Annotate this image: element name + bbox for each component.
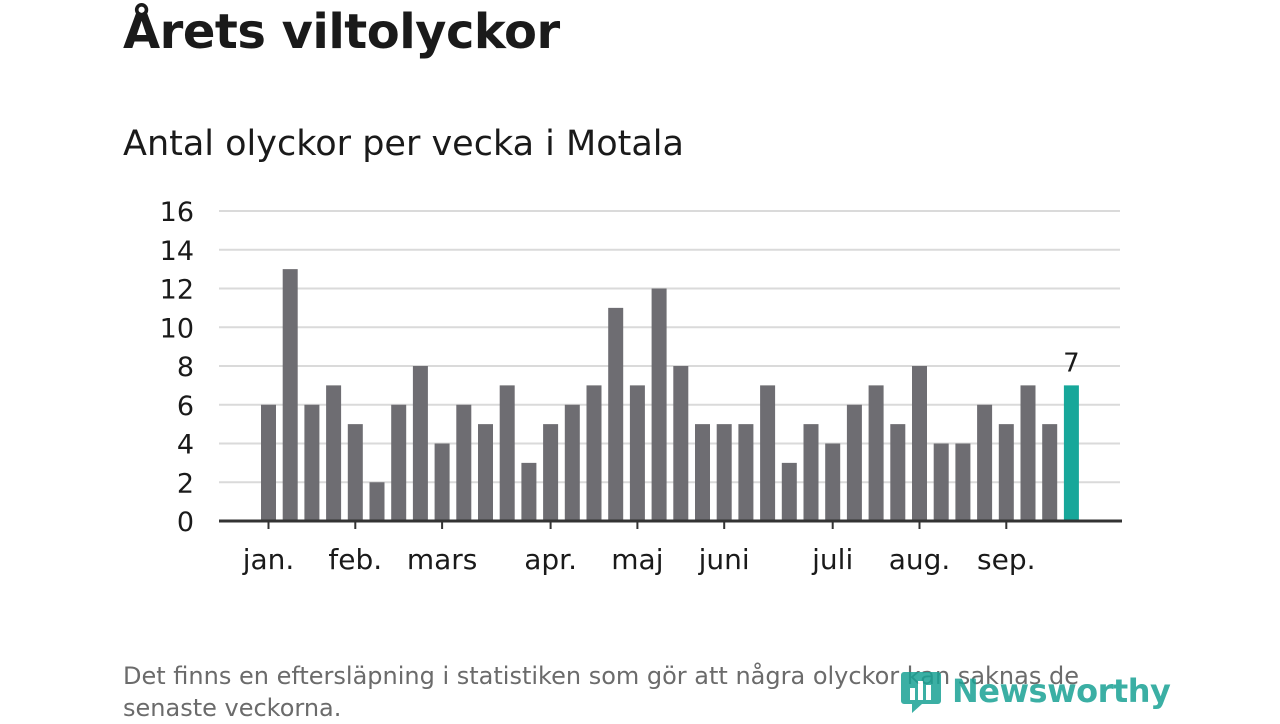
bar-chart: 0 2 4 6 8 10 12 14 16 jan. feb. mars apr. maj juni jul… xyxy=(160,197,1122,576)
chart-title: Årets viltolyckor xyxy=(123,4,560,60)
bar xyxy=(586,385,602,521)
bar xyxy=(695,424,710,521)
bar xyxy=(412,366,428,521)
y-tick-label: 4 xyxy=(177,430,194,461)
x-tick-label: apr. xyxy=(524,543,577,576)
bar xyxy=(564,404,580,521)
bar xyxy=(261,404,276,521)
bar xyxy=(543,424,559,521)
bar xyxy=(347,424,363,521)
bar xyxy=(977,404,993,521)
chart-subtitle: Antal olyckor per vecka i Motala xyxy=(123,124,684,164)
grid-lines xyxy=(219,210,1120,484)
y-axis-ticks: 0 2 4 6 8 10 12 14 16 xyxy=(160,197,194,538)
x-tick-label: juni xyxy=(698,543,750,576)
bar xyxy=(998,424,1014,521)
bar xyxy=(803,424,819,521)
y-tick-label: 14 xyxy=(160,236,194,267)
bar xyxy=(608,307,624,521)
bar xyxy=(326,385,342,521)
bar xyxy=(1020,385,1036,521)
newsworthy-logo[interactable]: Newsworthy xyxy=(900,668,1171,714)
bar xyxy=(629,385,645,521)
y-tick-label: 12 xyxy=(160,275,194,306)
bar xyxy=(716,424,732,521)
bar xyxy=(434,443,450,521)
bar xyxy=(760,385,776,521)
bar xyxy=(933,443,949,521)
bar xyxy=(825,443,841,521)
bar xyxy=(738,424,754,521)
bar xyxy=(499,385,515,521)
y-tick-label: 8 xyxy=(177,352,194,383)
bar xyxy=(456,404,472,521)
bar xyxy=(1042,424,1058,521)
bar xyxy=(651,288,667,521)
x-tick-label: aug. xyxy=(889,543,951,576)
bar xyxy=(890,424,906,521)
bar xyxy=(955,443,971,521)
last-value-label: 7 xyxy=(1063,348,1080,378)
y-tick-label: 0 xyxy=(177,507,194,538)
x-tick-label: jan. xyxy=(242,543,295,576)
bar xyxy=(846,404,862,521)
y-tick-label: 16 xyxy=(160,197,194,228)
bar xyxy=(781,462,797,521)
bar xyxy=(304,404,320,521)
bar xyxy=(282,269,298,521)
bar xyxy=(391,404,407,521)
data-labels: 7 xyxy=(1063,348,1080,378)
y-tick-label: 6 xyxy=(177,391,194,422)
x-axis-ticks: jan. feb. mars apr. maj juni juli aug. sep. xyxy=(242,521,1036,576)
bar xyxy=(478,424,493,521)
bar xyxy=(369,482,385,521)
bar-highlighted xyxy=(1063,385,1079,521)
x-tick-label: feb. xyxy=(328,543,382,576)
bar xyxy=(868,385,884,521)
bar xyxy=(912,366,927,521)
newsworthy-logo-icon xyxy=(901,672,941,713)
bars xyxy=(261,269,1079,521)
x-tick-label: sep. xyxy=(977,543,1036,576)
bar xyxy=(673,366,689,521)
y-tick-label: 10 xyxy=(160,313,194,344)
x-tick-label: juli xyxy=(811,543,853,576)
logo-text: Newsworthy xyxy=(952,672,1171,710)
bar xyxy=(521,462,537,521)
x-tick-label: maj xyxy=(611,543,663,576)
x-tick-label: mars xyxy=(407,543,478,576)
y-tick-label: 2 xyxy=(177,468,194,499)
